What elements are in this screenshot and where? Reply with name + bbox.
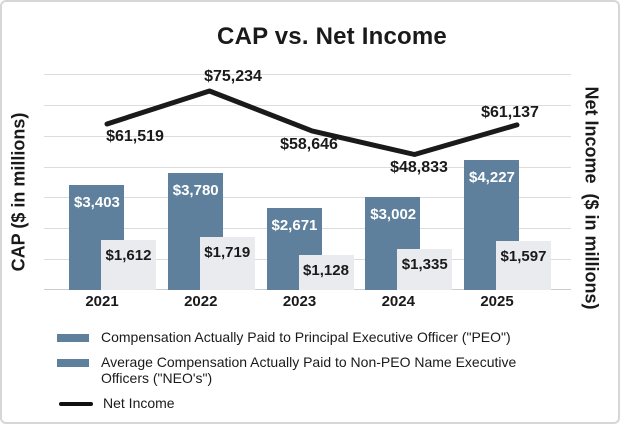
net-income-value-label-2025: $61,137: [481, 104, 539, 121]
bar-neo-2024: $1,335: [397, 248, 453, 290]
bar-value-label: $2,671: [271, 216, 318, 234]
legend: Compensation Actually Paid to Principal …: [57, 329, 562, 411]
bar-value-label: $4,227: [469, 168, 515, 186]
gridline: [44, 74, 571, 75]
legend-item-peo: Compensation Actually Paid to Principal …: [57, 329, 562, 345]
bar-value-label: $3,002: [370, 206, 417, 224]
gridline: [44, 136, 571, 137]
left-axis-title: CAP ($ in millions): [8, 112, 29, 272]
gridline: [44, 197, 571, 198]
bar-neo-2025: $1,597: [496, 240, 551, 290]
right-axis-title: Net Income ($ in millions): [581, 86, 602, 310]
net-income-value-label-2022: $75,234: [204, 68, 262, 85]
x-axis-label-2024: 2024: [381, 293, 415, 310]
legend-item-net-income: Net Income: [57, 395, 562, 411]
bar-value-label: $1,128: [303, 262, 349, 280]
legend-label-peo: Compensation Actually Paid to Principal …: [101, 329, 511, 345]
bar-value-label: $1,335: [401, 255, 448, 273]
legend-line-swatch-net-income: [59, 402, 93, 406]
bar-neo-2021: $1,612: [101, 240, 156, 290]
bar-neo-2022: $1,719: [199, 237, 255, 290]
bar-value-label: $1,597: [500, 247, 547, 265]
net-income-value-label-2021: $61,519: [106, 128, 164, 145]
x-axis-label-2023: 2023: [282, 293, 317, 310]
bar-value-label: $1,612: [105, 247, 152, 265]
plot-area: $3,403 $3,780 $2,671 $3,002 $4,227 $1,612 $1,7…: [44, 68, 571, 310]
bar-value-label: $3,780: [172, 182, 219, 200]
legend-swatch-peo: [57, 334, 89, 342]
net-income-line-path: [104, 88, 520, 157]
gridline: [44, 105, 571, 106]
bar-value-label: $1,719: [204, 244, 251, 261]
net-income-line: [104, 88, 520, 157]
net-income-value-label-2024: $48,833: [390, 159, 448, 176]
legend-swatch-neo: [57, 359, 89, 367]
gridline: [44, 167, 571, 168]
x-axis-label-2021: 2021: [85, 293, 119, 310]
legend-label-net-income: Net Income: [103, 395, 175, 411]
legend-item-neo: Average Compensation Actually Paid to No…: [57, 354, 562, 386]
bar-value-label: $3,403: [74, 194, 120, 211]
legend-label-neo: Average Compensation Actually Paid to No…: [101, 354, 517, 386]
chart-title: CAP vs. Net Income: [217, 23, 447, 50]
x-axis-label-2025: 2025: [480, 293, 514, 310]
bar-neo-2023: $1,128: [298, 255, 354, 290]
net-income-value-label-2023: $58,646: [280, 136, 338, 153]
x-axis-label-2022: 2022: [184, 293, 218, 310]
